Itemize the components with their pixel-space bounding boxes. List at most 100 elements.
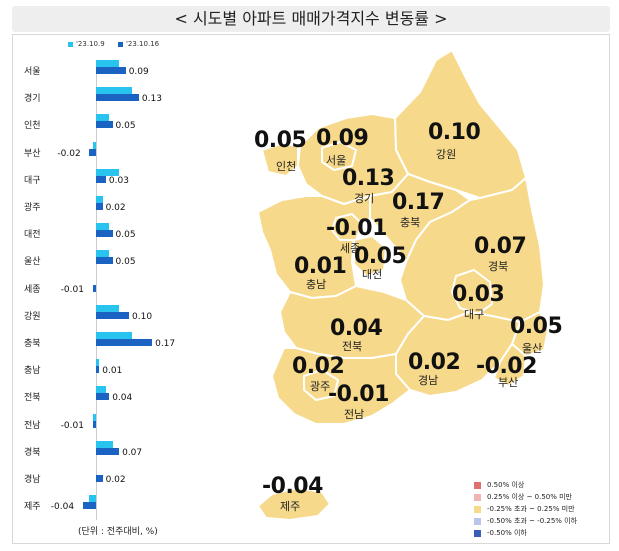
- bar-category-label: 세종: [24, 284, 41, 295]
- bar-prev: [96, 114, 110, 122]
- bar-curr: [96, 67, 126, 74]
- bar-value-label: 0.09: [128, 67, 149, 77]
- bar-category-label: 충북: [24, 339, 41, 349]
- map-value-gyeongnam: 0.02: [408, 350, 461, 375]
- map-name-gyeongnam: 경남: [418, 374, 439, 387]
- bar-curr: [82, 502, 96, 510]
- bar-category-label: 울산: [24, 257, 41, 268]
- bar-value-label: 0.17: [155, 339, 176, 349]
- color-legend-label-0: 0.50% 이상: [487, 481, 525, 489]
- map-value-gyeongbuk: 0.07: [474, 234, 527, 259]
- bar-curr: [96, 475, 103, 482]
- map-region-incheon: [261, 143, 299, 177]
- bar-prev: [96, 250, 110, 258]
- color-legend-swatch-3: [474, 517, 481, 525]
- map-name-jeju: 제주: [280, 500, 301, 513]
- bar-prev: [96, 87, 133, 95]
- color-legend-item-3: -0.50% 초과 ~ -0.25% 이하: [474, 516, 577, 526]
- bar-value-label: -0.01: [60, 284, 84, 295]
- bar-prev: [92, 413, 96, 421]
- bar-value-label: 0.01: [102, 366, 123, 377]
- bar-value-label: 0.03: [108, 175, 129, 186]
- bar-value-label: -0.02: [57, 148, 81, 159]
- color-legend-label-1: 0.25% 이상 ~ 0.50% 미만: [487, 493, 573, 501]
- bar-prev: [89, 495, 96, 503]
- map-value-jeonbuk: 0.04: [330, 316, 383, 341]
- map-region-jeju: [257, 487, 331, 521]
- map-value-chungnam: 0.01: [294, 254, 347, 279]
- content-frame: [12, 34, 610, 544]
- color-legend-swatch-0: [474, 481, 481, 489]
- map-name-busan: 부산: [498, 376, 519, 389]
- bar-category-label: 인천: [24, 121, 41, 132]
- bar-category-label: 전남: [24, 420, 41, 431]
- bar-curr: [96, 311, 129, 319]
- map-name-jeonnam: 전남: [344, 408, 365, 421]
- bar-curr: [96, 203, 103, 210]
- color-legend-label-2: -0.25% 초과 ~ 0.25% 미만: [487, 505, 575, 513]
- map-name-incheon: 인천: [276, 160, 297, 173]
- bar-category-label: 제주: [24, 502, 41, 513]
- color-legend-item-0: 0.50% 이상: [474, 480, 524, 490]
- map-name-gangwon: 강원: [436, 148, 457, 161]
- unit-note: (단위 : 전주대비, %): [78, 527, 158, 537]
- bar-category-label: 경남: [24, 475, 41, 485]
- map-name-jeonbuk: 전북: [342, 340, 363, 353]
- bar-category-label: 대전: [24, 230, 41, 241]
- color-legend-swatch-1: [474, 493, 481, 501]
- map-name-chungnam: 충남: [306, 278, 327, 291]
- bar-category-label: 광주: [24, 203, 41, 213]
- map-name-chungbuk: 충북: [400, 216, 421, 229]
- bar-prev: [96, 440, 113, 448]
- bar-category-label: 경기: [24, 94, 41, 105]
- bar-category-label: 강원: [24, 311, 41, 322]
- color-legend-swatch-4: [474, 529, 481, 537]
- bar-prev: [96, 386, 106, 394]
- map-region-jeonnam: [271, 347, 411, 425]
- legend-series-a: '23.10.9: [68, 40, 105, 48]
- bar-curr: [96, 175, 106, 183]
- bar-prev: [96, 359, 100, 367]
- bar-value-label: 0.07: [122, 447, 143, 458]
- map-value-sejong: -0.01: [326, 216, 387, 241]
- map-name-ulsan: 울산: [522, 342, 543, 355]
- bar-curr: [89, 148, 96, 156]
- bar-curr: [96, 257, 113, 265]
- color-legend-item-4: -0.50% 이하: [474, 528, 527, 538]
- map-value-seoul: 0.09: [316, 126, 369, 151]
- bar-value-label: 0.02: [105, 203, 126, 213]
- bar-curr: [96, 393, 110, 401]
- bar-value-label: 0.05: [115, 257, 136, 268]
- bar-curr: [96, 94, 139, 102]
- bar-category-label: 부산: [24, 148, 41, 159]
- map-value-jeonnam: -0.01: [328, 382, 389, 407]
- map-name-gwangju: 광주: [310, 380, 331, 393]
- map-value-jeju: -0.04: [262, 474, 323, 499]
- bar-prev: [96, 168, 120, 176]
- bar-value-label: -0.04: [50, 502, 75, 513]
- map-value-incheon: 0.05: [254, 128, 307, 153]
- bar-value-label: 0.02: [105, 475, 126, 485]
- zero-axis-line: [96, 60, 97, 520]
- color-legend-item-1: 0.25% 이상 ~ 0.50% 미만: [474, 492, 572, 502]
- bar-prev: [96, 332, 133, 339]
- color-legend-label-3: -0.50% 초과 ~ -0.25% 이하: [487, 517, 578, 525]
- map-region-gwangju: [303, 369, 339, 401]
- page-title: < 시도별 아파트 매매가격지수 변동률 >: [12, 6, 610, 32]
- color-legend-label-4: -0.50% 이하: [487, 529, 527, 537]
- legend-swatch-a: [68, 41, 73, 47]
- map-value-daejeon: 0.05: [354, 244, 407, 269]
- map-value-gyeonggi: 0.13: [342, 166, 395, 191]
- map-value-daegu: 0.03: [452, 282, 505, 307]
- bar-curr: [96, 339, 153, 346]
- map-region-seoul: [321, 141, 357, 171]
- bar-category-label: 서울: [24, 67, 41, 77]
- legend-swatch-b: [118, 41, 123, 47]
- map-name-gyeonggi: 경기: [354, 192, 375, 205]
- bar-curr: [96, 121, 113, 129]
- map-region-daegu: [451, 269, 493, 315]
- map-region-daejeon: [353, 235, 387, 277]
- map-value-gwangju: 0.02: [292, 354, 345, 379]
- bar-curr: [92, 420, 96, 428]
